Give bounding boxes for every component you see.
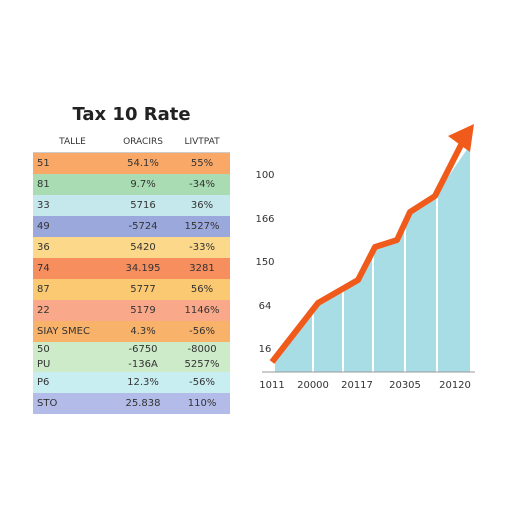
y-label: 166 [255, 214, 274, 225]
table-row: PU -136A 5257% [33, 357, 230, 372]
table-row: 22 5179 1146% [33, 300, 230, 321]
table-cell: -136A [128, 359, 158, 370]
table-cell: 5257% [184, 359, 220, 370]
table-cell: 74 [37, 263, 50, 274]
table-cell: 110% [187, 398, 217, 409]
table-cell: 36% [190, 200, 214, 211]
header-cell: TALLE [33, 132, 112, 153]
table-cell: 55% [190, 158, 214, 169]
x-label: 20000 [297, 380, 329, 391]
area-dividers [312, 190, 438, 372]
x-label: 20305 [389, 380, 421, 391]
table-cell: 5420 [130, 242, 156, 253]
table-row: 51 54.1% 55% [33, 152, 230, 174]
table-row: 74 34.195 3281 [33, 258, 230, 279]
header-cell: LIVTPAT [174, 132, 230, 153]
table-cell: 22 [37, 305, 50, 316]
y-label: 16 [259, 344, 272, 355]
table-cell: -8000 [187, 344, 217, 355]
y-label: 100 [255, 170, 274, 181]
y-label: 150 [255, 257, 274, 268]
y-label: 64 [259, 301, 272, 312]
table-cell: -6750 [128, 344, 158, 355]
x-label: 20117 [341, 380, 373, 391]
title: Tax 10 Rate [72, 104, 191, 125]
table-row: P6 12.3% -56% [33, 372, 230, 393]
header-cell: ORACIRS [111, 132, 175, 153]
table-cell: -56% [189, 326, 215, 337]
table-cell: 33 [37, 200, 50, 211]
table-cell: 49 [37, 221, 50, 232]
table-cell: 81 [37, 179, 50, 190]
header-row: TALLE ORACIRS LIVTPAT [33, 132, 230, 153]
x-label: 1011 [259, 380, 284, 391]
table-cell: 36 [37, 242, 50, 253]
table-row: 33 5716 36% [33, 195, 230, 216]
table-cell: -33% [189, 242, 215, 253]
table-cell: 3281 [189, 263, 215, 274]
table-row: STO 25.838 110% [33, 393, 230, 414]
table-cell: 51 [37, 158, 50, 169]
x-label: 20120 [439, 380, 471, 391]
table-cell: 54.1% [127, 158, 159, 169]
table-cell: 5179 [130, 305, 156, 316]
table-cell: 9.7% [130, 179, 156, 190]
table-cell: 34.195 [125, 263, 161, 274]
table-row: 50 -6750 -8000 [33, 342, 230, 357]
table-cell: 25.838 [125, 398, 161, 409]
table-cell: STO [37, 398, 58, 409]
table-cell: -56% [189, 377, 215, 388]
table-cell: 4.3% [130, 326, 156, 337]
table-cell: P6 [37, 377, 50, 388]
table-cell: 50 [37, 344, 50, 355]
table-cell: 1527% [184, 221, 220, 232]
table-cell: 56% [190, 284, 214, 295]
table-row: 87 5777 56% [33, 279, 230, 300]
table-cell: -34% [189, 179, 215, 190]
table-cell: SIAY SMEC [37, 326, 90, 337]
table-row: SIAY SMEC 4.3% -56% [33, 321, 230, 342]
table-cell: 1146% [184, 305, 220, 316]
table-row: 81 9.7% -34% [33, 174, 230, 195]
table: TALLE ORACIRS LIVTPAT 51 54.1% 55% 81 9.7% -34% 3… [33, 132, 230, 414]
table-cell: 5716 [130, 200, 156, 211]
table-cell: 87 [37, 284, 50, 295]
table-cell: 5777 [130, 284, 156, 295]
trend-line [269, 141, 465, 364]
table-row: 49 -5724 1527% [33, 216, 230, 237]
arrow-head [448, 124, 474, 152]
table-cell: 12.3% [127, 377, 159, 388]
table-cell: -5724 [128, 221, 158, 232]
table-cell: PU [37, 359, 51, 370]
table-row: 36 5420 -33% [33, 237, 230, 258]
